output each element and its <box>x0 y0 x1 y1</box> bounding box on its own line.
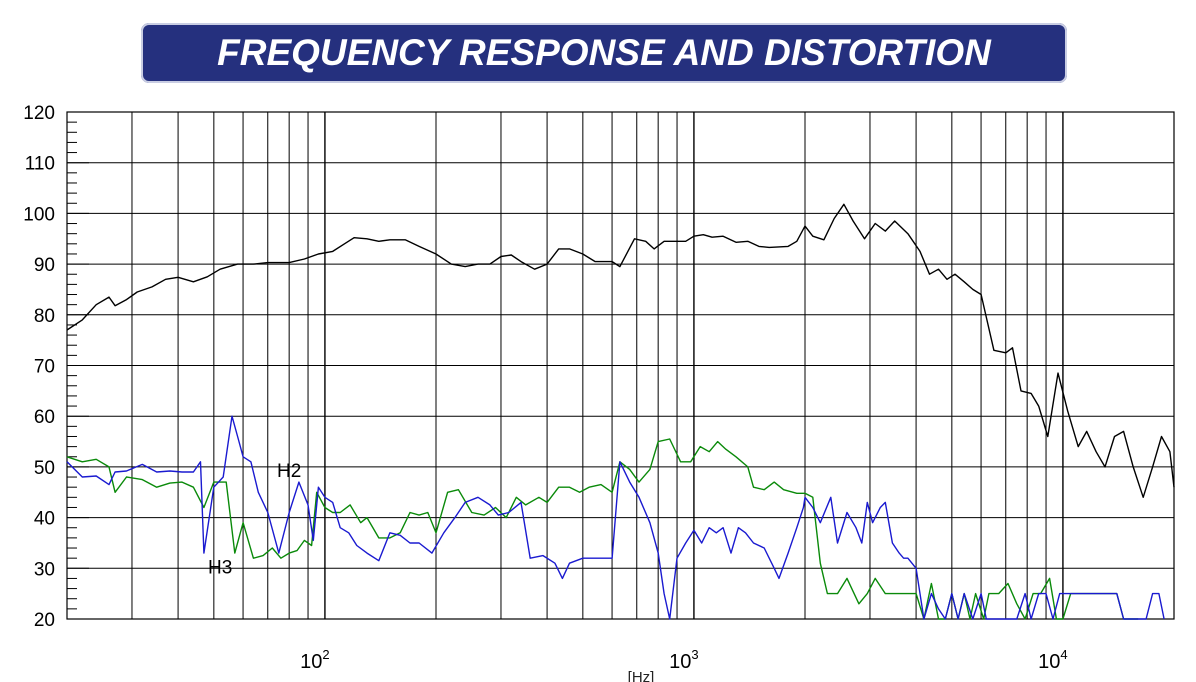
series-layer <box>66 203 1175 620</box>
y-tick-label: 80 <box>34 306 55 327</box>
chart-title-banner: FREQUENCY RESPONSE AND DISTORTION <box>141 23 1067 83</box>
h3-curve <box>66 415 1165 620</box>
y-tick-label: 70 <box>34 357 55 378</box>
h2-curve <box>66 438 1139 620</box>
y-tick-label: 20 <box>34 610 55 631</box>
annotation-h2: H2 <box>277 461 301 482</box>
x-tick-label: 102 <box>300 647 329 673</box>
y-tick-label: 50 <box>34 458 55 479</box>
y-tick-label: 90 <box>34 255 55 276</box>
y-tick-label: 100 <box>23 204 55 225</box>
x-tick-label: 104 <box>1038 647 1067 673</box>
response-curve <box>66 203 1175 498</box>
annotations: H2 H3 <box>208 461 301 578</box>
x-axis: 102 103 104 <box>300 647 1067 673</box>
y-axis: 20 30 40 50 60 70 80 90 100 110 120 <box>23 103 89 631</box>
x-tick-label: 103 <box>669 647 698 673</box>
y-tick-label: 30 <box>34 559 55 580</box>
y-tick-label: 40 <box>34 509 55 530</box>
y-tick-label: 120 <box>23 103 55 124</box>
y-tick-label: 60 <box>34 407 55 428</box>
x-axis-label: [Hz] <box>628 669 655 682</box>
chart-title: FREQUENCY RESPONSE AND DISTORTION <box>217 32 991 73</box>
annotation-h3: H3 <box>208 557 232 578</box>
y-tick-label: 110 <box>25 154 55 175</box>
